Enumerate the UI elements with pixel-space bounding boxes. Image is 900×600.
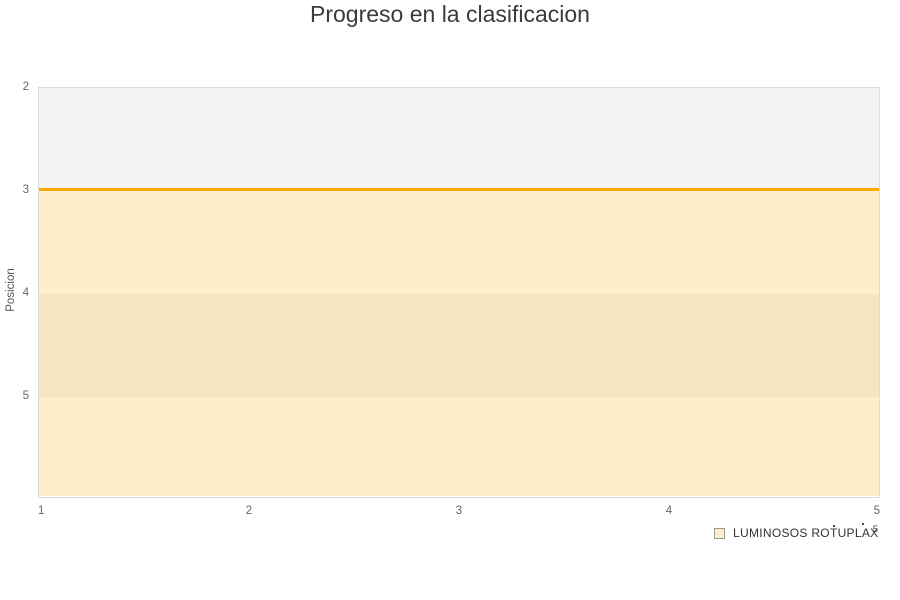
legend-swatch-icon [714, 527, 725, 539]
series-line [39, 188, 879, 191]
y-axis-tick-label: 5 [22, 390, 29, 402]
tick-dot [833, 525, 835, 527]
y-axis-tick-label: 3 [22, 184, 29, 196]
x-axis-tick-label: 2 [245, 505, 253, 517]
legend: LUMINOSOS ROTUPLAX [714, 526, 878, 540]
tick-dot [862, 523, 864, 525]
y-axis-title: Posicion [5, 268, 17, 312]
x-axis-tick-label: 5 [873, 505, 880, 517]
x-axis-tick-label: 3 [455, 505, 463, 517]
x-axis-tick-label: 4 [665, 505, 673, 517]
y-axis-tick-label: 4 [22, 287, 29, 299]
plot-area [38, 87, 880, 498]
grid-band-2-3 [39, 88, 879, 191]
series-area-fill [39, 191, 879, 496]
legend-item-luminosos-rotuplax[interactable]: LUMINOSOS ROTUPLAX [714, 526, 878, 540]
x-axis-tick-label: 1 [38, 505, 45, 517]
chart-title: Progreso en la clasificacion [310, 1, 590, 27]
legend-label: LUMINOSOS ROTUPLAX [733, 526, 879, 540]
secondary-tick-label: 5 [872, 524, 878, 535]
y-axis-tick-label: 2 [22, 81, 29, 93]
grid-band-4-5 [39, 294, 879, 397]
